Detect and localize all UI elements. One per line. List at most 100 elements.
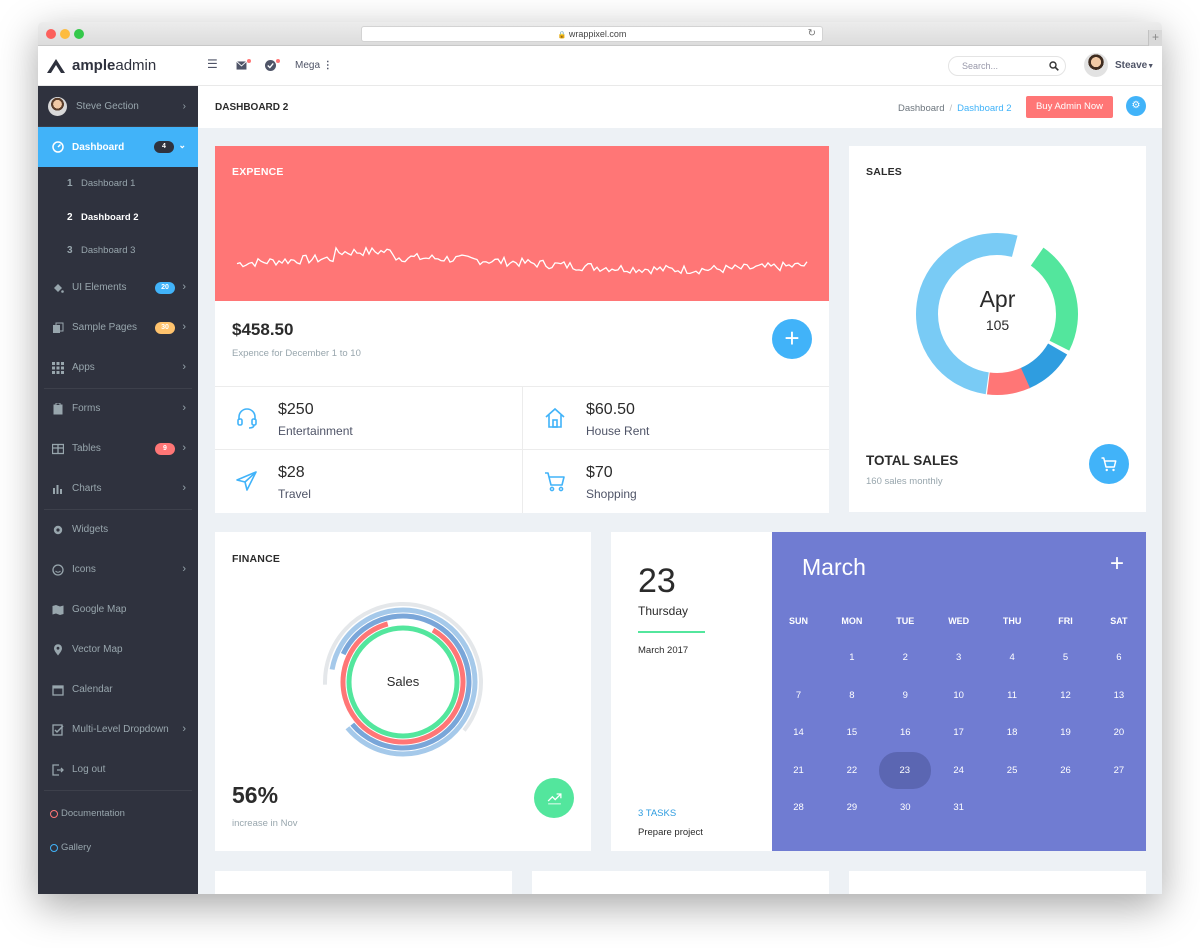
reload-icon[interactable]: ↻ [807,28,816,39]
calendar-day[interactable]: 12 [1060,689,1071,701]
logo[interactable]: ampleadmin [38,46,198,86]
page-header: DASHBOARD 2 Dashboard / Dashboard 2 Buy Ad… [198,86,1162,128]
calendar-day-today[interactable]: 23 [878,751,931,789]
sidebar-item-label: Google Map [72,604,127,615]
chevron-right-icon: › [182,401,186,414]
calendar-day[interactable]: 13 [1113,689,1125,701]
calendar-day[interactable]: 18 [1006,727,1018,738]
shopping-cart-button[interactable] [1089,444,1129,484]
calendar-day[interactable]: 30 [900,802,911,813]
browser-toolbar: 🔒 wrappixel.com ↻ + [38,22,1162,46]
sidebar-item-widgets[interactable]: Widgets [38,510,198,550]
sidebar-item-dashboard[interactable]: Dashboard 4 ⌄ [38,127,198,167]
sidebar-item-label: Widgets [72,524,109,535]
gallery-link[interactable]: Gallery [38,831,198,865]
calendar-day[interactable]: 1 [849,652,855,663]
subitem-number: 3 [67,245,73,257]
check-circle-icon[interactable] [265,60,276,71]
sidebar-item-multi-level-dropdown[interactable]: Multi-Level Dropdown › [38,710,198,750]
calendar-day[interactable]: 27 [1113,764,1125,776]
donut-segment-large [916,233,1078,395]
donut-center-month: Apr [979,286,1016,312]
calendar-day[interactable]: 2 [902,652,908,663]
user-avatar[interactable] [1084,53,1108,77]
sidebar-profile[interactable]: Steve Gection › [38,86,198,127]
search-icon[interactable] [1049,61,1059,71]
search-input[interactable]: Search... [948,56,1066,76]
user-menu[interactable]: Steave▼ [1115,60,1154,71]
calendar-day[interactable]: 17 [953,727,964,738]
map-icon [52,604,64,615]
calendar-day[interactable]: 11 [1007,689,1018,701]
calendar-underline [638,631,705,633]
trending-up-button[interactable] [534,778,574,818]
calendar-day[interactable]: 21 [793,764,804,776]
minimize-window-dot[interactable] [60,29,70,39]
sidebar-item-label: Tables [72,443,101,454]
calendar-day[interactable]: 22 [846,764,858,776]
chevron-right-icon: › [182,441,186,454]
calendar-day[interactable]: 29 [846,802,858,813]
sales-donut-chart [915,233,1078,395]
calendar-day[interactable]: 14 [793,727,804,738]
calendar-day[interactable]: 9 [902,689,908,701]
calendar-day[interactable]: 5 [1062,652,1069,663]
calendar-day[interactable]: 10 [953,689,964,701]
calendar-day[interactable]: 6 [1116,652,1122,663]
calendar-day[interactable]: 8 [849,689,855,701]
weekday-header: SAT [1110,616,1128,626]
page-title: DASHBOARD 2 [215,102,289,113]
calendar-day[interactable]: 15 [846,727,858,738]
calendar-day[interactable]: 20 [1113,727,1125,738]
divider [44,508,192,510]
mega-menu-button[interactable]: Mega ⋮ [295,60,333,71]
sidebar-item-label: Charts [72,483,102,494]
buy-admin-button[interactable]: Buy Admin Now [1026,96,1113,118]
calendar-day[interactable]: 31 [953,802,964,813]
add-expense-button[interactable]: + [772,319,812,359]
calendar-day[interactable]: 24 [953,764,964,776]
calendar-day[interactable]: 4 [1009,652,1015,663]
sidebar-subitem-dashboard-3[interactable]: 3 Dashboard 3 [38,234,198,268]
sidebar-item-google-map[interactable]: Google Map [38,590,198,630]
breadcrumb-link-dashboard[interactable]: Dashboard [898,103,945,114]
sidebar-item-vector-map[interactable]: Vector Map [38,630,198,670]
close-window-dot[interactable] [46,29,56,39]
sidebar-item-apps[interactable]: Apps › [38,348,198,388]
address-bar[interactable]: 🔒 wrappixel.com ↻ [361,26,823,42]
new-tab-button[interactable]: + [1148,30,1162,46]
sidebar-item-log-out[interactable]: Log out [38,750,198,790]
sidebar-item-sample-pages[interactable]: Sample Pages 30 › [38,308,198,348]
settings-gear-icon[interactable]: ⚙ [1126,96,1146,116]
calendar-day-number: 23 [638,562,676,600]
documentation-link[interactable]: Documentation [38,797,198,831]
hamburger-menu-icon[interactable]: ☰ [207,57,218,71]
weekday-header: SUN [788,616,808,626]
sidebar-item-ui-elements[interactable]: UI Elements 20 › [38,268,198,308]
calendar-task-count[interactable]: 3 TASKS [638,808,677,819]
sidebar-item-icons[interactable]: Icons › [38,550,198,590]
calendar-month-panel: March + SUN MON TUE WED THU FRI SAT 1 2 3 4 5 6 7 8 9 10… [772,532,1146,851]
sidebar-item-charts[interactable]: Charts › [38,469,198,509]
sidebar-item-forms[interactable]: Forms › [38,389,198,429]
calendar-day[interactable]: 26 [1060,764,1071,776]
sidebar-item-tables[interactable]: Tables 9 › [38,429,198,469]
sidebar-item-calendar[interactable]: Calendar [38,670,198,710]
mail-icon[interactable] [236,61,247,70]
finance-radial-chart [323,602,484,762]
trending-up-icon [547,793,562,805]
sidebar-subitem-dashboard-1[interactable]: 1 Dashboard 1 [38,167,198,201]
calendar-day[interactable]: 19 [1060,727,1071,738]
sidebar-item-label: Dashboard [72,141,125,153]
calendar-day[interactable]: 25 [1006,764,1018,776]
calendar-day[interactable]: 28 [793,802,804,813]
calendar-day[interactable]: 7 [795,689,802,701]
subitem-number: 1 [67,178,73,190]
maximize-window-dot[interactable] [74,29,84,39]
top-navbar: ☰ Mega ⋮ Search... Steave▼ [198,46,1162,86]
chevron-right-icon: › [182,100,186,112]
calendar-day[interactable]: 16 [900,727,911,738]
sidebar-subitem-dashboard-2[interactable]: 2 Dashboard 2 [38,201,198,235]
calendar-day[interactable]: 3 [956,652,962,663]
add-event-plus-icon[interactable]: + [1110,550,1125,577]
